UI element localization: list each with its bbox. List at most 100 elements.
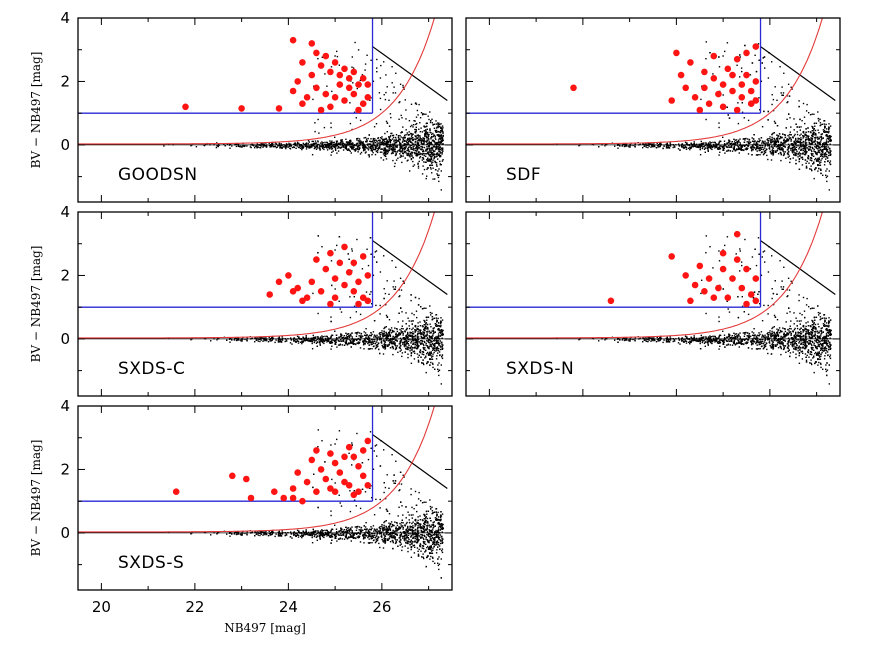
field-source — [430, 158, 432, 161]
field-source — [280, 146, 282, 148]
field-source — [359, 79, 361, 82]
field-source — [389, 341, 391, 344]
field-source — [366, 341, 368, 343]
field-source — [425, 153, 427, 155]
field-source — [364, 136, 367, 139]
field-source — [422, 157, 424, 159]
field-source — [412, 148, 414, 151]
field-source — [819, 118, 821, 120]
field-source — [315, 342, 318, 344]
field-source — [370, 332, 372, 334]
field-source — [398, 334, 400, 336]
field-source — [789, 161, 791, 164]
field-source — [336, 339, 338, 341]
field-source — [442, 134, 444, 137]
field-source — [268, 142, 270, 144]
field-source — [375, 139, 377, 141]
field-source — [798, 138, 801, 140]
field-source — [231, 145, 233, 147]
field-source — [428, 141, 430, 143]
field-source — [422, 113, 424, 115]
field-source — [280, 341, 283, 343]
field-source — [817, 170, 819, 172]
field-source — [293, 143, 296, 145]
field-source — [309, 147, 311, 149]
field-source — [363, 341, 365, 344]
field-source — [804, 122, 806, 125]
field-source — [421, 362, 423, 364]
field-source — [330, 316, 332, 318]
field-source — [433, 155, 436, 158]
field-source — [301, 144, 303, 147]
field-source — [378, 147, 381, 149]
field-source — [423, 137, 426, 140]
field-source — [673, 145, 675, 147]
field-source — [790, 147, 792, 150]
field-source — [358, 141, 360, 143]
field-source — [771, 139, 773, 141]
field-source — [685, 148, 688, 150]
field-source — [388, 147, 390, 150]
field-source — [799, 155, 801, 157]
field-source — [320, 145, 322, 147]
field-source — [786, 101, 788, 104]
field-source — [394, 327, 396, 329]
field-source — [414, 128, 416, 131]
field-source — [372, 147, 374, 150]
field-source — [374, 251, 376, 253]
field-source — [416, 328, 418, 331]
field-source — [427, 145, 430, 148]
field-source — [795, 138, 797, 141]
field-source — [401, 149, 403, 152]
field-source — [380, 157, 382, 159]
field-source — [405, 109, 407, 111]
field-source — [424, 133, 427, 135]
field-source — [770, 140, 772, 142]
field-source — [405, 335, 407, 337]
field-source — [733, 147, 735, 149]
field-source — [340, 146, 343, 148]
field-source — [437, 352, 439, 354]
field-source — [392, 92, 394, 94]
field-source — [770, 153, 773, 155]
field-source — [371, 141, 374, 143]
field-source — [362, 144, 364, 147]
field-source — [390, 327, 393, 329]
field-source — [378, 348, 380, 351]
field-source — [423, 307, 425, 309]
field-source — [774, 140, 777, 142]
field-source — [383, 333, 385, 335]
field-source — [404, 139, 406, 142]
field-source — [782, 142, 784, 145]
field-source — [426, 133, 428, 135]
field-source — [734, 142, 737, 144]
field-source — [375, 123, 378, 125]
field-source — [349, 102, 351, 104]
field-source — [410, 345, 413, 347]
field-source — [360, 336, 363, 338]
field-source — [820, 149, 822, 151]
field-source — [435, 347, 438, 349]
field-source — [330, 122, 332, 124]
field-source — [386, 334, 389, 336]
field-source — [324, 335, 326, 338]
field-source — [645, 143, 647, 145]
field-source — [821, 138, 823, 140]
field-source — [756, 145, 758, 148]
field-source — [402, 332, 404, 335]
field-sources — [163, 41, 444, 191]
field-source — [822, 174, 824, 176]
field-source — [389, 138, 391, 141]
field-source — [406, 336, 408, 338]
field-source — [818, 151, 821, 154]
field-source — [436, 321, 438, 323]
field-source — [367, 149, 370, 151]
field-source — [799, 144, 801, 146]
field-source — [792, 152, 794, 154]
field-source — [813, 132, 816, 134]
field-source — [432, 124, 434, 126]
field-source — [430, 326, 432, 328]
field-source — [430, 344, 433, 346]
field-source — [401, 145, 403, 147]
field-source — [429, 311, 432, 314]
